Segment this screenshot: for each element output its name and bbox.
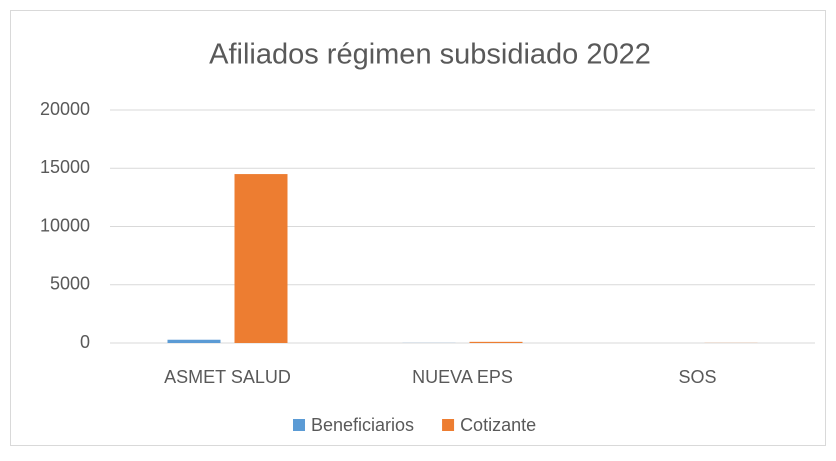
- y-tick-label: 10000: [40, 215, 90, 235]
- bar: [168, 340, 221, 343]
- y-tick-label: 20000: [40, 99, 90, 119]
- legend-swatch: [442, 419, 454, 431]
- y-tick-label: 15000: [40, 157, 90, 177]
- legend-swatch: [293, 419, 305, 431]
- chart-title: Afiliados régimen subsidiado 2022: [209, 39, 651, 71]
- legend-label: Beneficiarios: [311, 415, 414, 435]
- y-tick-label: 5000: [50, 274, 90, 294]
- y-tick-label: 0: [80, 332, 90, 352]
- bar: [235, 174, 288, 343]
- x-tick-label: NUEVA EPS: [412, 367, 513, 387]
- bar: [470, 342, 523, 343]
- x-tick-label: ASMET SALUD: [164, 367, 291, 387]
- x-tick-label: SOS: [678, 367, 716, 387]
- legend-label: Cotizante: [460, 415, 536, 435]
